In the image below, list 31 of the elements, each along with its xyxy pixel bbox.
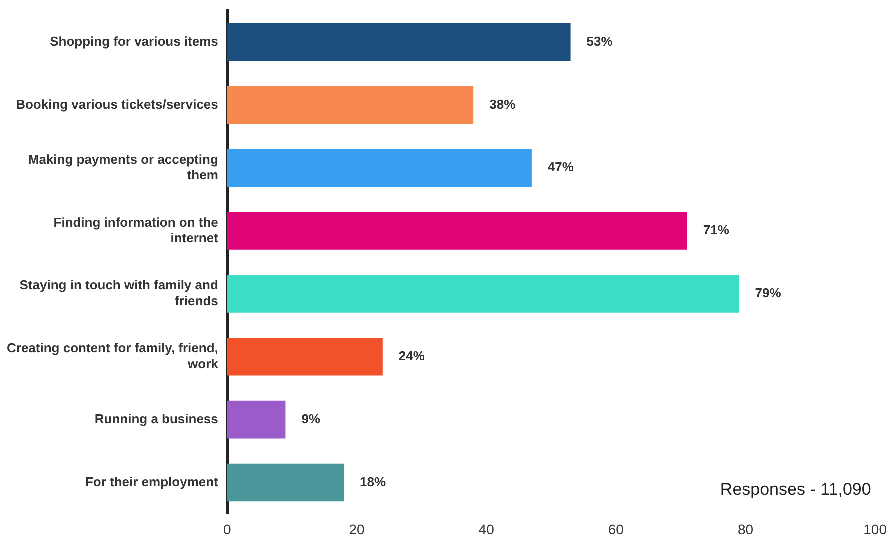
x-tick-label: 0 — [223, 521, 232, 538]
data-label: 47% — [548, 160, 574, 175]
data-label: 24% — [398, 348, 426, 364]
bar — [227, 275, 740, 313]
data-label: 79% — [755, 286, 782, 301]
bar — [227, 23, 571, 62]
y-tick-label: Booking various tickets/services — [16, 96, 218, 112]
y-tick-label: Finding information on the internet — [54, 214, 220, 246]
x-tick-label: 80 — [738, 521, 754, 538]
y-tick-label: Running a business — [94, 411, 218, 426]
y-tick-label: Staying in touch with family and friends — [20, 278, 218, 308]
data-label: 18% — [360, 474, 386, 490]
x-tick-label: 40 — [478, 521, 495, 538]
bar — [227, 400, 286, 439]
data-label: 9% — [302, 411, 321, 426]
data-label: 71% — [703, 222, 730, 238]
y-tick-label: Shopping for various items — [50, 34, 218, 49]
y-tick-label: Making payments or accepting them — [28, 152, 218, 182]
data-label: 53% — [586, 34, 614, 49]
bar — [227, 212, 688, 250]
data-label: 38% — [490, 96, 516, 112]
bar — [227, 86, 474, 124]
bar — [227, 338, 383, 376]
bar — [227, 149, 532, 187]
y-tick-label: Creating content for family, friend, work — [7, 340, 220, 372]
bar — [227, 464, 344, 502]
x-tick-label: 60 — [608, 521, 624, 538]
x-tick-label: 100 — [864, 521, 888, 538]
y-tick-label: For their employment — [85, 474, 220, 490]
x-tick-label: 20 — [349, 521, 365, 538]
annotation: Responses - 11,090 — [720, 480, 872, 499]
